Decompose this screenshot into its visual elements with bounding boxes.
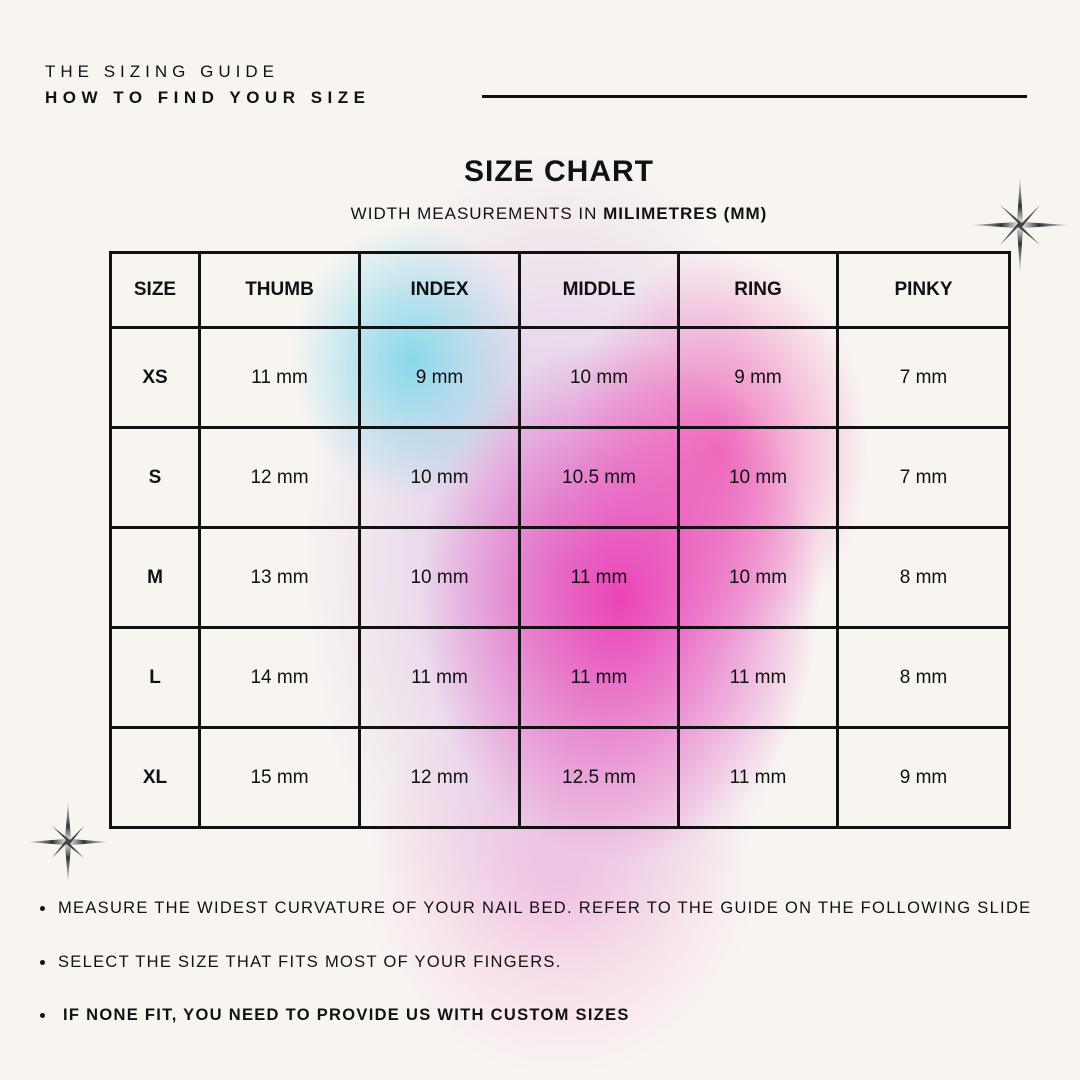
measurement-cell: 12.5 mm	[518, 726, 680, 829]
divider-line	[482, 95, 1027, 98]
chart-subtitle: WIDTH MEASUREMENTS IN MILIMETRES (MM)	[0, 204, 1080, 224]
instructions-list: MEASURE THE WIDEST CURVATURE OF YOUR NAI…	[38, 895, 1048, 1056]
table-row: XS 11 mm 9 mm 10 mm 9 mm 7 mm	[109, 326, 1011, 429]
measurement-cell: 14 mm	[198, 626, 361, 729]
measurement-cell: 10 mm	[677, 526, 839, 629]
size-label: XS	[109, 326, 201, 429]
guide-title: HOW TO FIND YOUR SIZE	[45, 88, 371, 107]
measurement-cell: 10 mm	[358, 426, 521, 529]
sparkle-star-icon	[972, 177, 1068, 273]
measurement-cell: 7 mm	[836, 326, 1011, 429]
subtitle-prefix: WIDTH MEASUREMENTS IN	[350, 204, 604, 223]
measurement-cell: 8 mm	[836, 626, 1011, 729]
measurement-cell: 9 mm	[358, 326, 521, 429]
measurement-cell: 7 mm	[836, 426, 1011, 529]
instruction-item: IF NONE FIT, YOU NEED TO PROVIDE US WITH…	[38, 1002, 1048, 1029]
instruction-item: MEASURE THE WIDEST CURVATURE OF YOUR NAI…	[38, 895, 1048, 922]
header-size: SIZE	[109, 251, 201, 329]
measurement-cell: 11 mm	[518, 626, 680, 729]
size-label: M	[109, 526, 201, 629]
measurement-cell: 11 mm	[677, 726, 839, 829]
measurement-cell: 11 mm	[358, 626, 521, 729]
size-label: XL	[109, 726, 201, 829]
header-ring: RING	[677, 251, 839, 329]
sparkle-star-icon	[28, 802, 108, 882]
measurement-cell: 8 mm	[836, 526, 1011, 629]
measurement-cell: 9 mm	[836, 726, 1011, 829]
measurement-cell: 10 mm	[358, 526, 521, 629]
size-label: S	[109, 426, 201, 529]
header-index: INDEX	[358, 251, 521, 329]
measurement-cell: 9 mm	[677, 326, 839, 429]
size-table: SIZE THUMB INDEX MIDDLE RING PINKY XS 11 …	[109, 251, 1011, 829]
measurement-cell: 12 mm	[198, 426, 361, 529]
guide-subtitle: THE SIZING GUIDE	[45, 62, 279, 81]
measurement-cell: 11 mm	[198, 326, 361, 429]
measurement-cell: 12 mm	[358, 726, 521, 829]
measurement-cell: 13 mm	[198, 526, 361, 629]
header-middle: MIDDLE	[518, 251, 680, 329]
subtitle-unit: MILIMETRES (MM)	[603, 204, 768, 223]
measurement-cell: 10 mm	[677, 426, 839, 529]
table-header-row: SIZE THUMB INDEX MIDDLE RING PINKY	[109, 251, 1011, 329]
instruction-item: SELECT THE SIZE THAT FITS MOST OF YOUR F…	[38, 949, 1048, 976]
table-row: L 14 mm 11 mm 11 mm 11 mm 8 mm	[109, 626, 1011, 729]
measurement-cell: 11 mm	[518, 526, 680, 629]
header-thumb: THUMB	[198, 251, 361, 329]
chart-title: SIZE CHART	[464, 155, 654, 188]
measurement-cell: 10.5 mm	[518, 426, 680, 529]
table-row: XL 15 mm 12 mm 12.5 mm 11 mm 9 mm	[109, 726, 1011, 829]
measurement-cell: 10 mm	[518, 326, 680, 429]
header-pinky: PINKY	[836, 251, 1011, 329]
table-row: S 12 mm 10 mm 10.5 mm 10 mm 7 mm	[109, 426, 1011, 529]
measurement-cell: 11 mm	[677, 626, 839, 729]
measurement-cell: 15 mm	[198, 726, 361, 829]
size-label: L	[109, 626, 201, 729]
table-row: M 13 mm 10 mm 11 mm 10 mm 8 mm	[109, 526, 1011, 629]
